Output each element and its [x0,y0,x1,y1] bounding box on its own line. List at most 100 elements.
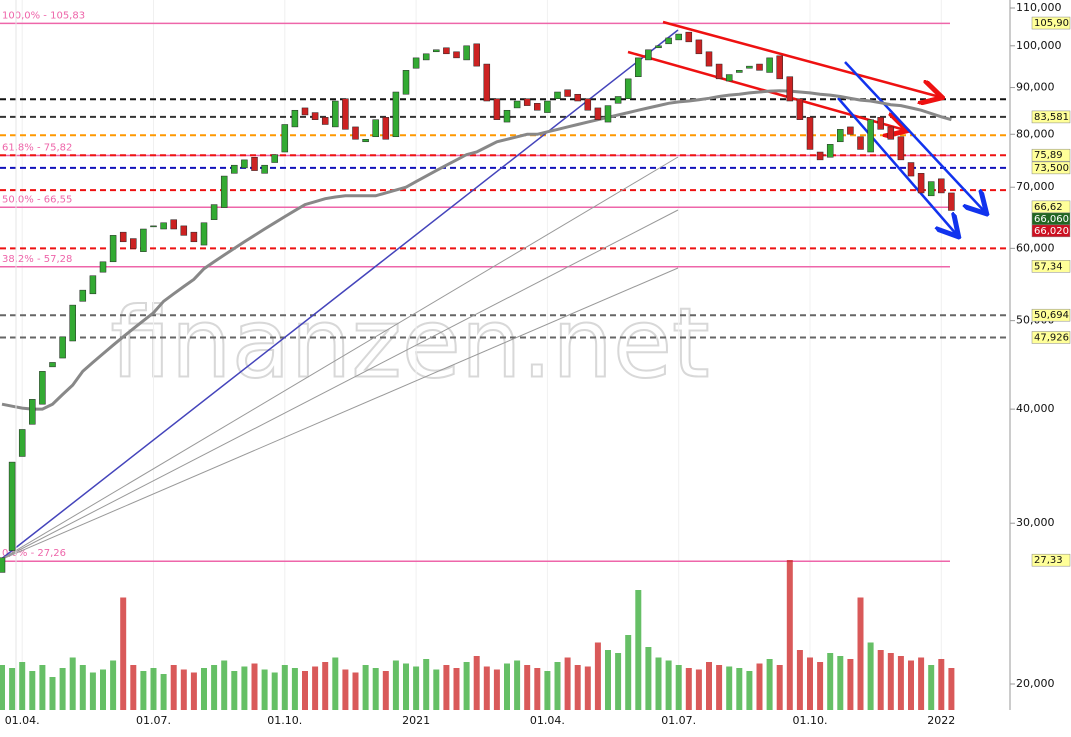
candle [837,129,844,143]
candle [372,119,379,138]
candle [220,175,228,208]
volume-bar [483,666,490,710]
y-tick-label: 90,000 [1016,81,1055,94]
volume-bar [251,663,258,710]
volume-bar [736,668,743,710]
volume-bar [887,653,894,710]
price-tag [1031,553,1071,567]
volume-bar [493,669,500,710]
volume-bar [9,668,16,710]
volume-bar [332,657,339,710]
volume-bar [665,660,672,710]
price-tag [1031,331,1071,344]
volume-bar [635,590,642,710]
candle [574,93,581,102]
candle [473,43,480,67]
volume-bar [766,659,773,710]
volume-bar [584,666,591,710]
candle [109,235,117,263]
volume-bar [271,672,278,710]
volume-bar [675,665,682,710]
volume-bar [514,660,521,710]
candle [49,362,56,368]
volume-bar [29,671,36,710]
candle [513,100,521,109]
trend-arrow [662,20,940,97]
volume-bar [524,665,531,710]
candle [392,91,400,138]
x-tick-label: 01.07. [661,714,696,727]
fan-line [0,267,679,561]
candle [604,105,612,123]
volume-bar [645,647,652,710]
volume-bar [352,672,359,710]
candle [241,159,248,169]
candle [806,117,814,150]
price-tag-label: 50,694 [1034,310,1069,321]
candle [150,225,157,228]
volume-bar [807,657,813,710]
candle [877,117,884,130]
candle [645,49,652,61]
candle [736,70,743,73]
candle [675,33,682,41]
volume-bar [89,672,96,710]
price-tag [1031,148,1071,162]
candle [917,173,925,194]
volume-bar [59,668,66,710]
candle [0,557,6,573]
candle [39,371,46,405]
price-tag-label: 66,62 [1034,202,1063,213]
y-tick-label: 30,000 [1016,516,1055,529]
volume-bar [463,662,470,710]
volume-bar [382,671,389,710]
price-tag-label: 47,926 [1034,332,1069,343]
volume-bar [160,674,167,710]
volume-bar [554,662,561,710]
candle [796,98,804,120]
volume-bar [726,666,733,710]
volume-bar [685,668,692,710]
candle [907,162,915,177]
volume-bar [544,671,551,710]
trend-arrow [844,61,985,212]
volume-bar [423,659,430,710]
candle [210,204,218,220]
volume-bar [867,642,874,710]
price-tag [1031,161,1071,175]
candle [857,136,864,150]
candle [29,399,36,425]
volume-bar [817,662,824,710]
fib-label: 50,0% - 66,55 [2,194,72,205]
volume-bar [594,642,601,710]
volume-bar [342,669,349,710]
candle [200,222,208,246]
volume-bar [231,671,238,710]
volume-bar [786,560,793,710]
volume-bar [190,672,197,710]
volume-bar [827,653,834,710]
candle [776,55,783,80]
volume-bar [0,665,5,710]
candle [867,119,874,153]
volume-bar [756,663,763,710]
candle [140,228,147,252]
candle [503,109,511,123]
volume-bar [615,653,622,710]
plot-layer [0,31,955,710]
candle [655,45,662,49]
fib-label: 100,0% - 105,83 [2,10,85,21]
x-tick-label: 2022 [927,714,955,727]
trend-arrow [837,97,957,235]
volume-bar [19,662,26,710]
y-tick-label: 110,000 [1016,1,1062,14]
candle [59,336,66,359]
candle [190,231,198,243]
fan-line [0,156,679,561]
volume-bar [504,663,510,710]
candle [685,31,693,43]
candle [119,231,127,243]
volume-bar [473,656,480,710]
fib-label: 61,8% - 75,82 [2,143,72,154]
candle [402,70,410,95]
